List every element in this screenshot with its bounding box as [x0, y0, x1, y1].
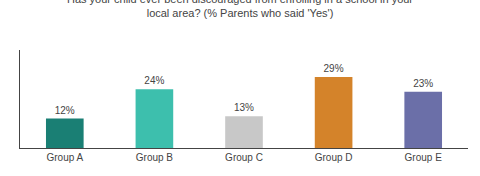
- svg-text:23%: 23%: [413, 78, 433, 89]
- svg-text:Group E: Group E: [405, 152, 443, 163]
- svg-text:Group D: Group D: [315, 152, 353, 163]
- svg-text:Group B: Group B: [136, 152, 174, 163]
- svg-text:29%: 29%: [324, 63, 344, 74]
- svg-text:Group C: Group C: [225, 152, 263, 163]
- svg-text:24%: 24%: [144, 75, 164, 86]
- svg-text:Has your child ever been disco: Has your child ever been discouraged fro…: [67, 0, 413, 19]
- svg-text:13%: 13%: [234, 102, 254, 113]
- svg-text:Group A: Group A: [46, 152, 83, 163]
- svg-text:12%: 12%: [55, 105, 75, 116]
